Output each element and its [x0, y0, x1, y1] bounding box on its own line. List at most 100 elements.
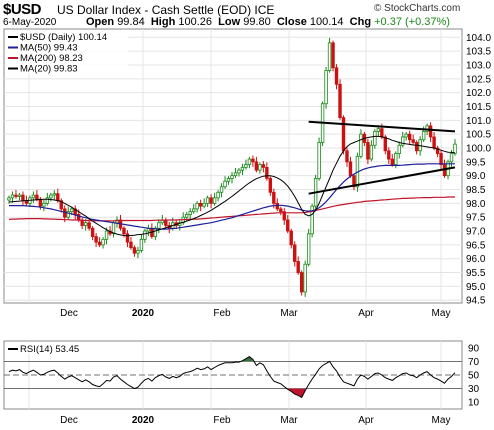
candle-body	[195, 202, 199, 210]
legend-label: $USD (Daily) 100.14	[20, 32, 107, 43]
candle-body	[282, 211, 286, 221]
candle-body	[129, 241, 133, 249]
high-value: 100.26	[178, 16, 213, 28]
candle-body	[401, 136, 405, 146]
candle-body	[230, 175, 234, 179]
price-tick-label: 95.0	[466, 282, 486, 293]
source-credit[interactable]: © StockCharts.com	[374, 3, 461, 14]
candle-body	[435, 147, 440, 154]
candle-body	[327, 42, 332, 71]
price-tick-label: 97.5	[466, 213, 486, 224]
candle-body	[198, 202, 203, 207]
candle-body	[380, 128, 384, 138]
legend-label: MA(20) 99.83	[20, 64, 78, 75]
candle-body	[324, 70, 328, 105]
price-tick-label: 102.0	[466, 88, 491, 99]
price-tick-label: 94.5	[466, 296, 486, 307]
candle-body	[14, 194, 18, 197]
candle-body	[97, 241, 102, 246]
candle-body	[83, 222, 88, 226]
rsi-x-label: May	[432, 415, 451, 426]
candle-body	[414, 142, 419, 152]
candle-body	[338, 83, 342, 118]
instrument-name: US Dollar Index - Cash Settle (EOD) ICE	[57, 3, 275, 17]
price-tick-label: 97.0	[466, 227, 486, 238]
low-value: 99.80	[243, 16, 271, 28]
close-value: 100.14	[309, 16, 344, 28]
candle-body	[254, 161, 259, 171]
price-tick-label: 103.0	[466, 60, 491, 71]
candle-body	[143, 230, 147, 240]
candle-body	[275, 202, 279, 210]
candle-body	[202, 202, 206, 207]
candle-body	[352, 175, 356, 188]
price-tick-label: 95.5	[466, 268, 486, 279]
rsi-x-label: Mar	[280, 415, 298, 426]
price-tick-label: 98.5	[466, 185, 486, 196]
candle-body	[38, 198, 43, 207]
rsi-x-label: Dec	[60, 415, 78, 426]
rsi-tick-label: 50	[468, 371, 480, 382]
price-tick-label: 100.5	[466, 130, 491, 141]
rsi-tick-label: 90	[468, 343, 480, 354]
candle-body	[265, 166, 269, 179]
candle-body	[432, 136, 436, 149]
candle-body	[223, 180, 227, 188]
candle-body	[366, 142, 370, 160]
candle-body	[63, 208, 67, 218]
candle-body	[136, 250, 140, 254]
legend-label: MA(50) 99.43	[20, 43, 78, 54]
chart-header: $USD US Dollar Index - Cash Settle (EOD)…	[0, 0, 494, 30]
candle-body	[334, 67, 339, 85]
price-tick-label: 101.0	[466, 116, 491, 127]
candle-body	[261, 164, 266, 168]
candle-body	[87, 222, 91, 229]
price-tick-label: 100.0	[466, 144, 491, 155]
candle-body	[185, 214, 189, 218]
candle-body	[310, 205, 314, 235]
candle-body	[258, 164, 262, 171]
candle-body	[383, 136, 388, 152]
candle-body	[21, 194, 25, 201]
price-x-label: May	[432, 308, 451, 319]
candle-body	[289, 230, 293, 246]
quote-date: 6-May-2020	[3, 17, 57, 28]
candle-body	[42, 202, 46, 207]
price-x-label: 2020	[132, 308, 155, 319]
rsi-legend-label: RSI(14) 53.45	[20, 344, 79, 355]
candle-body	[191, 208, 196, 213]
candle-body	[449, 153, 454, 163]
trendline	[308, 120, 456, 133]
candle-body	[35, 194, 39, 200]
change-value: +0.37 (+0.37%)	[374, 16, 450, 28]
candle-body	[17, 194, 22, 197]
candle-body	[216, 191, 220, 199]
candle-body	[59, 200, 63, 210]
candle-body	[70, 208, 74, 213]
candle-body	[303, 263, 307, 293]
candle-body	[10, 194, 15, 199]
price-x-label: Dec	[60, 308, 78, 319]
candle-body	[421, 131, 426, 141]
candle-body	[453, 143, 457, 154]
candle-body	[157, 222, 161, 229]
candle-body	[139, 238, 144, 251]
candle-body	[52, 193, 56, 196]
candle-body	[411, 139, 415, 143]
candle-body	[279, 208, 283, 213]
rsi-legend-bg	[6, 343, 80, 354]
candle-body	[341, 117, 346, 152]
candle-body	[94, 236, 98, 243]
legend-label: MA(200) 98.23	[20, 53, 83, 64]
exchange-label: ICE	[254, 3, 275, 17]
rsi-line	[8, 355, 456, 399]
price-tick-label: 99.5	[466, 157, 486, 168]
ma20-line	[8, 135, 456, 237]
candle-body	[404, 133, 408, 138]
candle-body	[286, 219, 290, 232]
candle-body	[237, 169, 241, 174]
candle-body	[104, 230, 109, 240]
candle-body	[45, 197, 50, 204]
